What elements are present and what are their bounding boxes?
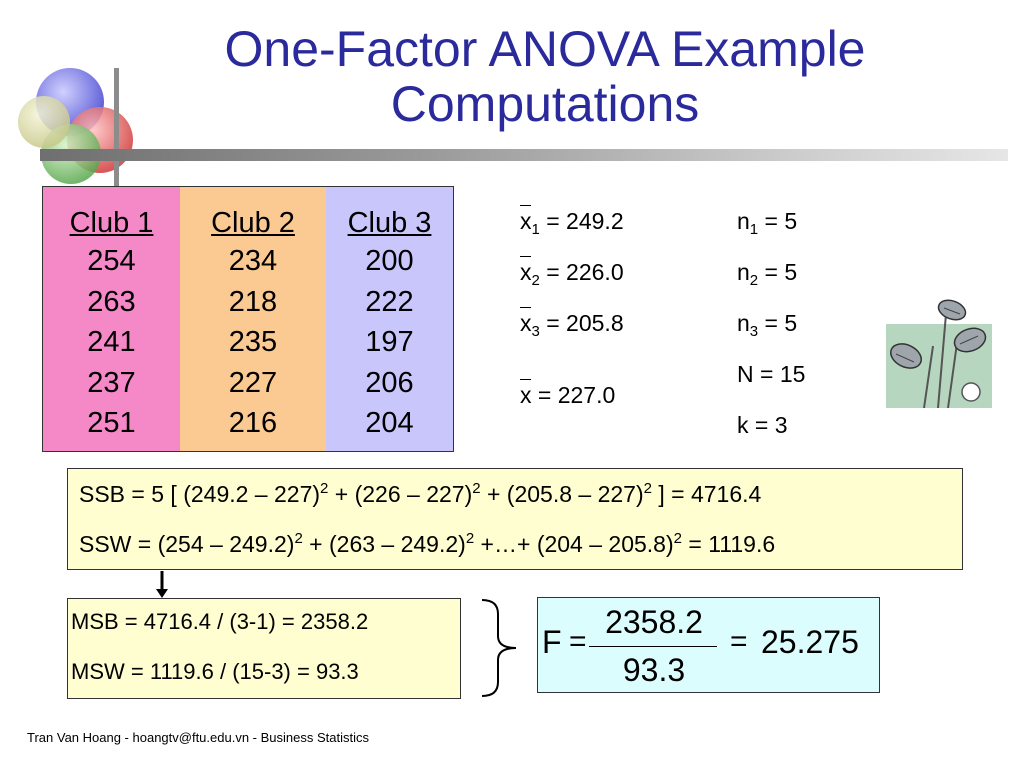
count-value: = 5 bbox=[758, 310, 798, 336]
count-value: = 5 bbox=[758, 259, 798, 285]
club-3-value: 200 bbox=[365, 245, 414, 277]
ssb-part: + (226 – 227) bbox=[328, 481, 473, 507]
f-statistic-box bbox=[537, 597, 880, 693]
club-1-value: 263 bbox=[87, 285, 136, 318]
title-line-1: One-Factor ANOVA Example bbox=[224, 21, 866, 77]
count-group-1: n1 = 5 bbox=[737, 208, 798, 237]
equals-sign: = bbox=[730, 625, 748, 658]
exponent: 2 bbox=[294, 530, 303, 547]
ssb-part: ] = 4716.4 bbox=[651, 481, 762, 507]
club-3-value: 197 bbox=[365, 326, 414, 358]
decorative-horizontal-bar bbox=[40, 149, 1008, 161]
club-1-value: 254 bbox=[87, 245, 136, 277]
subscript: 1 bbox=[749, 221, 759, 238]
group-count-k: k = 3 bbox=[737, 412, 788, 438]
xbar-symbol: x bbox=[520, 205, 532, 234]
ssb-part: + (205.8 – 227) bbox=[480, 481, 644, 507]
club-2-value: 234 bbox=[228, 245, 278, 277]
f-result: 25.275 bbox=[761, 624, 859, 660]
f-denominator: 93.3 bbox=[622, 652, 686, 688]
club-data-table: Club 1 254 263 241 237 251 Club 2 234 21… bbox=[42, 186, 454, 452]
msb-formula: MSB = 4716.4 / (3-1) = 2358.2 bbox=[71, 609, 369, 634]
club-3-value: 206 bbox=[365, 366, 414, 399]
mean-value: = 205.8 bbox=[539, 310, 624, 336]
club-2-value: 227 bbox=[228, 366, 278, 399]
mean-value: = 227.0 bbox=[531, 382, 616, 408]
club-2-value: 218 bbox=[228, 285, 278, 318]
count-value: = 5 bbox=[758, 208, 798, 234]
ssw-formula: SSW = (254 – 249.2)2 + (263 – 249.2)2 +…… bbox=[79, 531, 775, 558]
equals-sign: = bbox=[569, 625, 587, 658]
mean-group-2: x2 = 226.0 bbox=[520, 256, 624, 288]
mean-squares-box: MSB = 4716.4 / (3-1) = 2358.2 MSW = 1119… bbox=[67, 598, 461, 699]
exponent: 2 bbox=[465, 530, 475, 547]
xbar-symbol: x bbox=[520, 307, 532, 336]
f-label: F bbox=[542, 624, 562, 660]
down-arrow-icon bbox=[156, 571, 168, 598]
n-symbol: n bbox=[737, 310, 750, 336]
subscript: 1 bbox=[531, 221, 540, 238]
f-numerator: 2358.2 bbox=[605, 604, 703, 640]
club-2-header: Club 2 bbox=[211, 207, 295, 239]
club-2-value: 235 bbox=[228, 326, 278, 358]
subscript: 3 bbox=[749, 323, 759, 340]
ssw-part: +…+ (204 – 205.8) bbox=[474, 531, 674, 557]
total-count: N = 15 bbox=[737, 361, 806, 387]
club-1-column: Club 1 254 263 241 237 251 bbox=[43, 187, 180, 451]
club-1-value: 251 bbox=[87, 407, 136, 439]
club-1-header: Club 1 bbox=[69, 207, 154, 239]
exponent: 2 bbox=[673, 530, 682, 547]
ssw-part: SSW = (254 – 249.2) bbox=[79, 531, 295, 557]
xbar-symbol: x bbox=[520, 379, 532, 408]
subscript: 2 bbox=[531, 272, 540, 289]
club-2-value: 216 bbox=[228, 407, 278, 439]
mean-value: = 226.0 bbox=[539, 259, 624, 285]
sum-of-squares-box: SSB = 5 [ (249.2 – 227)2 + (226 – 227)2 … bbox=[67, 468, 963, 570]
club-1-value: 241 bbox=[87, 326, 136, 358]
ssw-part: = 1119.6 bbox=[681, 531, 776, 557]
subscript: 2 bbox=[749, 272, 759, 289]
club-3-value: 222 bbox=[365, 285, 414, 318]
decorative-circles-logo bbox=[18, 68, 133, 184]
n-symbol: n bbox=[737, 208, 750, 234]
xbar-symbol: x bbox=[520, 256, 532, 285]
n-symbol: n bbox=[737, 259, 750, 285]
fraction-line bbox=[589, 646, 717, 647]
club-3-column: Club 3 200 222 197 206 204 bbox=[326, 187, 453, 451]
golf-clubs-icon bbox=[886, 299, 992, 409]
footer-text: Tran Van Hoang - hoangtv@ftu.edu.vn - Bu… bbox=[27, 730, 369, 745]
mean-group-3: x3 = 205.8 bbox=[520, 307, 624, 339]
subscript: 3 bbox=[531, 323, 540, 340]
club-2-column: Club 2 234 218 235 227 216 bbox=[180, 187, 326, 451]
ssb-part: SSB = 5 [ (249.2 – 227) bbox=[79, 481, 321, 507]
count-group-2: n2 = 5 bbox=[737, 259, 798, 288]
msw-formula: MSW = 1119.6 / (15-3) = 93.3 bbox=[71, 659, 359, 684]
ssw-part: + (263 – 249.2) bbox=[302, 531, 466, 557]
title-line-2: Computations bbox=[390, 76, 700, 132]
curly-brace-icon bbox=[481, 599, 517, 697]
exponent: 2 bbox=[643, 480, 652, 497]
decorative-vertical-bar bbox=[114, 68, 119, 188]
exponent: 2 bbox=[472, 480, 481, 497]
grand-mean: x = 227.0 bbox=[520, 379, 616, 408]
ssb-formula: SSB = 5 [ (249.2 – 227)2 + (226 – 227)2 … bbox=[79, 481, 761, 508]
page-title: One-Factor ANOVA Example Computations bbox=[150, 22, 940, 132]
club-1-value: 237 bbox=[87, 366, 136, 399]
club-3-value: 204 bbox=[365, 407, 414, 439]
exponent: 2 bbox=[320, 480, 329, 497]
mean-group-1: x1 = 249.2 bbox=[520, 205, 624, 237]
mean-value: = 249.2 bbox=[539, 208, 624, 234]
club-3-header: Club 3 bbox=[347, 207, 432, 239]
count-group-3: n3 = 5 bbox=[737, 310, 798, 339]
